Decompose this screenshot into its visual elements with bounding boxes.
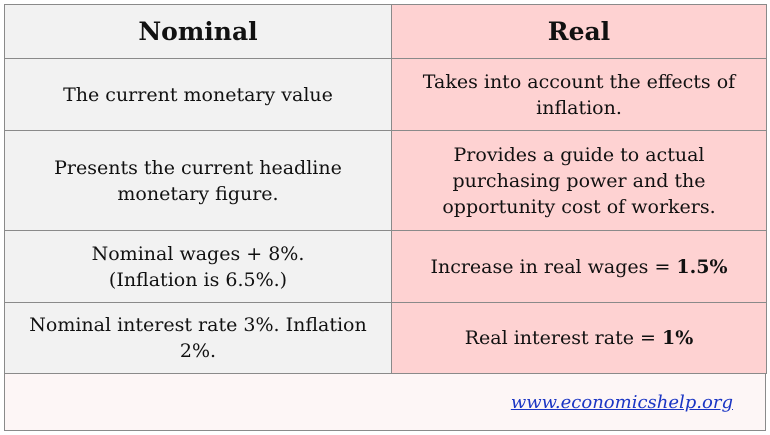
real-interest-value: 1% bbox=[661, 327, 694, 349]
inflation-note-text: (Inflation is 6.5%.) bbox=[108, 268, 288, 291]
real-cell: Increase in real wages = 1.5% bbox=[391, 230, 767, 303]
footer: www.economicshelp.org bbox=[5, 372, 765, 430]
nominal-vs-real-table: Nominal Real The current monetary value … bbox=[4, 4, 767, 374]
real-cell: Provides a guide to actual purchasing po… bbox=[391, 130, 767, 231]
table-row: Presents the current headline monetary f… bbox=[4, 130, 767, 231]
nominal-cell: Nominal interest rate 3%. Inflation 2%. bbox=[4, 302, 392, 374]
economicshelp-link[interactable]: www.economicshelp.org bbox=[510, 392, 733, 413]
real-interest-label: Real interest rate = bbox=[464, 327, 662, 349]
real-wages-label: Increase in real wages = bbox=[430, 255, 677, 278]
table-row: The current monetary value Takes into ac… bbox=[4, 58, 767, 131]
table-row: Nominal interest rate 3%. Inflation 2%. … bbox=[4, 302, 767, 374]
nominal-cell: Presents the current headline monetary f… bbox=[4, 130, 392, 231]
header-row: Nominal Real bbox=[4, 4, 767, 59]
nominal-header: Nominal bbox=[4, 4, 392, 59]
table-row: Nominal wages + 8%. (Inflation is 6.5%.)… bbox=[4, 230, 767, 303]
real-wages-value: 1.5% bbox=[676, 255, 728, 278]
real-cell: Takes into account the effects of inflat… bbox=[391, 58, 767, 131]
real-header: Real bbox=[391, 4, 767, 59]
nominal-wages-text: Nominal wages + 8%. bbox=[91, 242, 305, 265]
nominal-cell: Nominal wages + 8%. (Inflation is 6.5%.) bbox=[4, 230, 392, 303]
real-cell: Real interest rate = 1% bbox=[391, 302, 767, 374]
nominal-cell: The current monetary value bbox=[4, 58, 392, 131]
